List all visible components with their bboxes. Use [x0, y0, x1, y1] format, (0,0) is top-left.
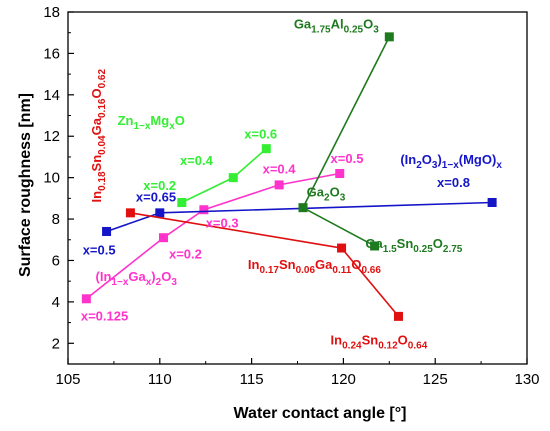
- data-point: [155, 208, 165, 218]
- annotation-zx02: x=0.2: [143, 178, 176, 193]
- axes: 105 110 115 120 125 130 2 4 6 8 10 12 14 16 18: [43, 4, 539, 388]
- y-tick-label: 2: [52, 335, 60, 352]
- data-point: [337, 243, 347, 253]
- data-point: [81, 294, 91, 304]
- annotation-bx05: x=0.5: [83, 242, 116, 257]
- data-point: [177, 197, 187, 207]
- data-point: [384, 32, 394, 42]
- annotation-in024: In0.24Sn0.12O0.64: [331, 332, 428, 351]
- x-tick-label: 110: [148, 371, 172, 388]
- y-tick-label: 14: [43, 87, 60, 104]
- annotation-ingao: (In1−xGax)2O3: [96, 269, 178, 288]
- annotation-mx0125: x=0.125: [81, 309, 128, 324]
- y-tick-label: 4: [52, 294, 60, 311]
- annotation-in017: In0.17Sn0.06Ga0.11O0.66: [248, 257, 381, 276]
- y-tick-label: 12: [43, 128, 60, 145]
- series: [177, 144, 271, 207]
- annotation-mx04: x=0.4: [263, 162, 297, 177]
- data-point: [228, 173, 238, 183]
- annotation-znmgo: Zn1−xMgxO: [118, 113, 185, 132]
- series-line: [232, 148, 267, 179]
- annotation-zx06: x=0.6: [244, 126, 277, 141]
- x-axis-title: Water contact angle [°]: [234, 405, 407, 422]
- series-line: [302, 36, 391, 209]
- x-tick-label: 105: [55, 371, 80, 388]
- annotation-bx065: x=0.65: [136, 189, 176, 204]
- series-line: [278, 172, 340, 186]
- y-tick-label: 18: [43, 4, 60, 21]
- series-layer: [81, 32, 497, 321]
- series-line: [85, 237, 164, 300]
- series-line: [340, 247, 400, 317]
- data-point: [261, 144, 271, 154]
- x-tick-label: 125: [423, 371, 448, 388]
- annotation-ga175: Ga1.75Al0.25O3: [294, 17, 379, 36]
- annotation-bx08: x=0.8: [437, 175, 470, 190]
- series-line: [203, 184, 280, 211]
- y-tick-label: 6: [52, 252, 60, 269]
- data-point: [102, 226, 112, 236]
- data-point: [274, 180, 284, 190]
- series-line: [181, 176, 234, 204]
- annotation-ga2o3: Ga2O3: [307, 184, 346, 203]
- annotation-layer: Ga1.75Al0.25O3 In0.18Sn0.04Ga0.16O0.62 Zn1…: [81, 17, 502, 352]
- data-point: [199, 205, 209, 215]
- annotation-insngao62: In0.18Sn0.04Ga0.16O0.62: [89, 69, 108, 203]
- data-point: [158, 233, 168, 243]
- annotation-mx05: x=0.5: [331, 151, 364, 166]
- y-tick-label: 10: [43, 170, 60, 187]
- series: [81, 169, 345, 304]
- series-line: [130, 212, 342, 249]
- y-tick-label: 16: [43, 45, 60, 62]
- series-line: [159, 201, 493, 214]
- y-tick-label: 8: [52, 211, 60, 228]
- annotation-ga15: Ga1.5Sn0.25O2.75: [365, 236, 462, 255]
- data-point: [125, 208, 135, 218]
- annotation-mx03: x=0.3: [206, 215, 239, 230]
- x-tick-label: 115: [240, 371, 264, 388]
- series: [125, 208, 403, 321]
- data-point: [298, 203, 308, 213]
- series-line: [302, 206, 375, 247]
- data-point: [393, 311, 403, 321]
- y-axis-title: Surface roughness [nm]: [17, 93, 34, 277]
- series-line: [163, 209, 205, 239]
- data-point: [335, 169, 345, 179]
- series: [298, 32, 394, 251]
- x-tick-label: 120: [331, 371, 356, 388]
- annotation-mx02: x=0.2: [169, 246, 202, 261]
- annotation-zx04: x=0.4: [180, 153, 214, 168]
- x-tick-label: 130: [514, 371, 539, 388]
- data-point: [487, 197, 497, 207]
- data-point: [370, 241, 380, 251]
- annotation-inmgo: (In2O3)1−x(MgO)x: [400, 152, 502, 171]
